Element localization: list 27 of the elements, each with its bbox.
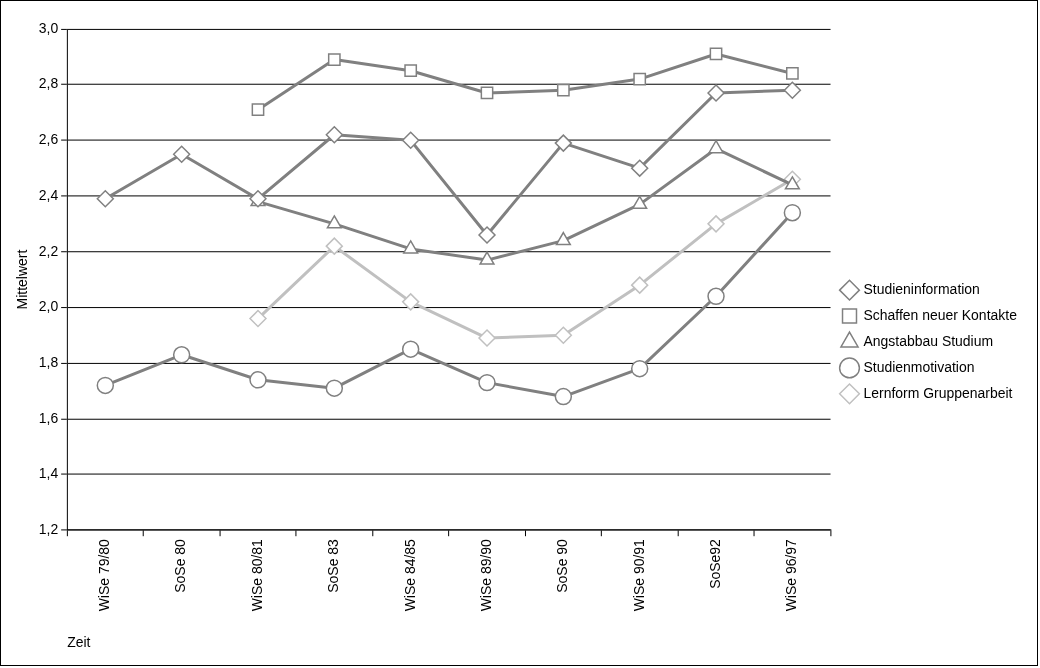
y-tick-label: 2,0 bbox=[38, 298, 59, 315]
x-tick-label: WiSe 89/90 bbox=[477, 538, 494, 612]
x-tick-label: SoSe 90 bbox=[554, 538, 571, 593]
x-tick-label: SoSe 83 bbox=[325, 538, 342, 593]
x-tick-label: WiSe 79/80 bbox=[96, 538, 113, 612]
x-tick-label: SoSe92 bbox=[706, 538, 723, 589]
x-axis-title: Zeit bbox=[67, 633, 91, 650]
y-tick-label: 2,6 bbox=[38, 131, 59, 148]
y-tick-label: 2,2 bbox=[38, 242, 59, 259]
y-tick-label: 3,0 bbox=[38, 19, 59, 36]
x-tick-label: WiSe 84/85 bbox=[401, 538, 418, 612]
legend-label: Angstabbau Studium bbox=[863, 332, 994, 349]
x-tick-label: WiSe 80/81 bbox=[248, 538, 265, 612]
x-tick-label: SoSe 80 bbox=[172, 538, 189, 593]
y-tick-label: 2,8 bbox=[38, 75, 59, 92]
legend-label: Studieninformation bbox=[863, 280, 980, 297]
y-tick-label: 1,2 bbox=[38, 521, 59, 538]
legend-label: Schaffen neuer Kontakte bbox=[863, 306, 1018, 323]
legend-label: Studienmotivation bbox=[863, 358, 975, 375]
y-tick-label: 1,6 bbox=[38, 409, 59, 426]
y-tick-label: 1,8 bbox=[38, 353, 59, 370]
y-tick-label: 2,4 bbox=[38, 186, 59, 203]
y-axis-title: Mittelwert bbox=[14, 249, 31, 310]
x-tick-label: WiSe 96/97 bbox=[783, 538, 800, 612]
x-tick-label: WiSe 90/91 bbox=[630, 538, 647, 612]
legend-label: Lernform Gruppenarbeit bbox=[863, 384, 1013, 401]
y-tick-label: 1,4 bbox=[38, 465, 59, 482]
